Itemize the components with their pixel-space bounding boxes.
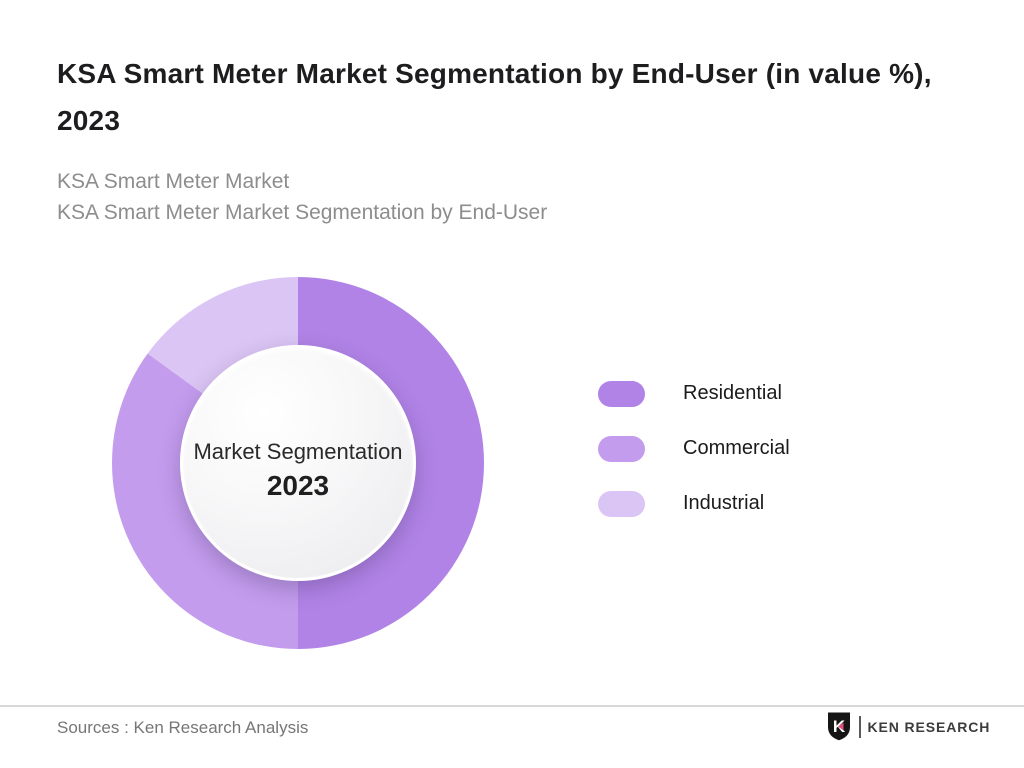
- legend-item: Residential: [598, 380, 790, 407]
- donut-center-label: Market Segmentation: [193, 438, 403, 464]
- donut-chart: Market Segmentation 2023: [112, 277, 484, 649]
- brand-separator: [859, 715, 861, 738]
- subtitle-line-1: KSA Smart Meter Market: [57, 170, 290, 193]
- sources-text: Sources : Ken Research Analysis: [57, 718, 309, 737]
- legend-swatch: [598, 435, 645, 462]
- brand-logo: K KEN RESEARCH: [826, 711, 990, 742]
- subtitle-line-2: KSA Smart Meter Market Segmentation by E…: [57, 201, 548, 224]
- legend-label: Residential: [683, 382, 782, 404]
- legend-swatch: [598, 380, 645, 407]
- legend-item: Commercial: [598, 435, 790, 462]
- legend-swatch: [598, 490, 645, 517]
- legend-label: Industrial: [683, 492, 765, 514]
- donut-center-year: 2023: [266, 469, 330, 501]
- brand-name: KEN RESEARCH: [867, 718, 991, 735]
- chart-subtitle: KSA Smart Meter Market KSA Smart Meter M…: [57, 166, 757, 228]
- legend-label: Commercial: [683, 437, 790, 459]
- chart-legend: Residential Commercial Industrial: [598, 380, 790, 545]
- shield-k-icon: K: [828, 712, 850, 741]
- page-title: KSA Smart Meter Market Segmentation by E…: [57, 58, 932, 136]
- legend-item: Industrial: [598, 490, 790, 517]
- footer-divider: [0, 705, 1024, 707]
- donut-center: Market Segmentation 2023: [180, 345, 416, 581]
